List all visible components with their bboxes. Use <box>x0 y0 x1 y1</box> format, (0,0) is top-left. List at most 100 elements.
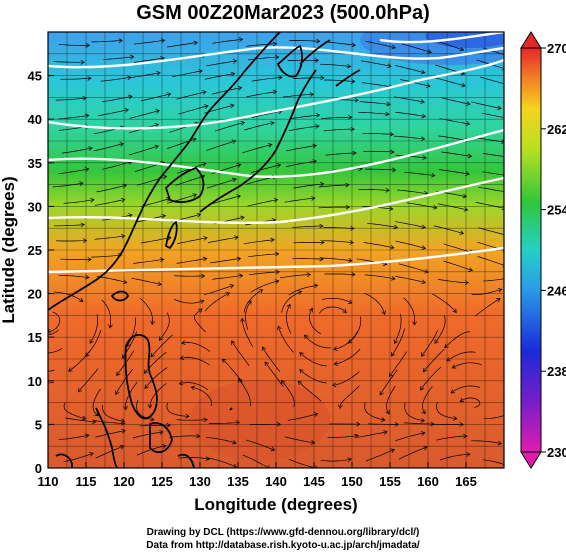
streamline <box>403 422 435 425</box>
x-axis-label: Longitude (degrees) <box>194 495 357 514</box>
streamline-arrowhead <box>315 112 321 118</box>
streamline-arrowhead <box>312 143 317 149</box>
streamline <box>299 369 327 384</box>
streamline <box>206 140 236 151</box>
streamline <box>288 458 318 468</box>
streamline <box>129 145 159 156</box>
streamline-arrowhead <box>119 142 125 147</box>
streamline <box>293 77 325 79</box>
streamline <box>281 290 302 313</box>
streamline-arrowhead <box>345 204 351 210</box>
streamline <box>363 242 394 249</box>
streamline-arrowhead <box>423 445 428 451</box>
streamline <box>143 352 167 374</box>
streamline <box>231 340 250 367</box>
streamline <box>334 348 361 365</box>
streamline <box>140 198 171 207</box>
streamline <box>246 91 277 98</box>
streamline <box>48 329 59 336</box>
streamline-arrowhead <box>386 101 391 107</box>
streamline <box>166 402 190 417</box>
streamline <box>204 284 234 295</box>
streamline-arrowhead <box>179 355 185 361</box>
streamline-arrowhead <box>352 150 357 156</box>
streamline-arrowhead <box>120 197 126 203</box>
streamline <box>292 258 324 260</box>
streamline-arrowhead <box>450 389 456 394</box>
streamline-arrowhead <box>387 63 392 69</box>
streamline-arrowhead <box>421 352 426 357</box>
streamline-arrowhead <box>297 290 303 295</box>
streamline <box>386 385 396 415</box>
streamline-arrowhead <box>286 303 291 309</box>
streamline <box>436 401 457 420</box>
y-tick-label: 15 <box>28 330 42 345</box>
streamline <box>132 431 164 439</box>
streamline-arrowhead <box>274 54 280 60</box>
streamline-arrowhead <box>258 289 264 294</box>
streamline-arrowhead <box>391 44 396 50</box>
streamline <box>332 371 360 386</box>
streamline <box>159 312 170 341</box>
streamline-arrowhead <box>501 65 504 71</box>
streamline-arrowhead <box>464 280 470 285</box>
streamline-arrowhead <box>354 433 359 439</box>
streamline-arrowhead <box>190 385 196 391</box>
streamline <box>245 43 277 47</box>
streamline <box>212 38 243 44</box>
streamline-arrowhead <box>229 103 235 109</box>
streamline <box>319 306 347 314</box>
streamline <box>292 225 323 228</box>
streamline-arrowhead <box>121 428 126 434</box>
streamline-arrowhead <box>497 440 503 446</box>
streamline <box>441 151 472 157</box>
streamline-arrowhead <box>236 163 242 168</box>
streamline-arrowhead <box>272 41 278 47</box>
streamline <box>333 331 358 350</box>
streamline <box>403 297 416 325</box>
y-tick-label: 35 <box>28 156 42 171</box>
streamline <box>321 257 352 262</box>
streamline <box>325 152 357 156</box>
streamline <box>327 435 359 438</box>
streamline-arrowhead <box>505 190 509 194</box>
streamline-arrowhead <box>345 182 350 188</box>
streamline <box>432 293 457 313</box>
streamline <box>318 184 350 188</box>
streamline <box>210 195 241 205</box>
streamline-arrowhead <box>201 162 207 167</box>
streamline-arrowhead <box>235 420 241 425</box>
streamline-arrowhead <box>232 59 238 64</box>
streamline-arrowhead <box>452 308 457 314</box>
streamline-arrowhead <box>389 131 394 137</box>
colorbar-label: 270 <box>547 41 566 56</box>
streamline-arrowhead <box>299 352 304 357</box>
streamline-arrowhead <box>204 104 209 109</box>
streamline-arrowhead <box>350 226 355 231</box>
streamline <box>395 65 425 74</box>
streamline-arrowhead <box>459 422 464 427</box>
streamline <box>58 44 90 46</box>
streamline-arrowhead <box>463 433 468 439</box>
streamline-arrowhead <box>466 101 471 106</box>
streamline <box>322 240 354 244</box>
streamline <box>169 435 200 438</box>
streamline-arrowhead <box>276 163 282 168</box>
streamline <box>63 452 94 462</box>
streamline <box>320 63 351 67</box>
streamline <box>289 40 320 42</box>
streamline-arrowhead <box>237 85 243 91</box>
streamline-arrowhead <box>459 397 465 403</box>
streamline <box>440 97 471 105</box>
streamline-arrowhead <box>128 213 133 218</box>
y-axis-ticks: 0 5 10 15 20 25 30 35 40 45 <box>28 69 54 476</box>
streamline-arrowhead <box>147 404 153 409</box>
streamline-arrowhead <box>274 279 280 284</box>
streamline <box>394 314 402 344</box>
streamline-arrowhead <box>422 155 427 160</box>
streamline-arrowhead <box>496 298 501 303</box>
streamline <box>481 112 504 118</box>
streamline-arrowhead <box>77 387 83 393</box>
streamline-arrowhead <box>465 121 471 126</box>
streamline <box>91 254 122 258</box>
